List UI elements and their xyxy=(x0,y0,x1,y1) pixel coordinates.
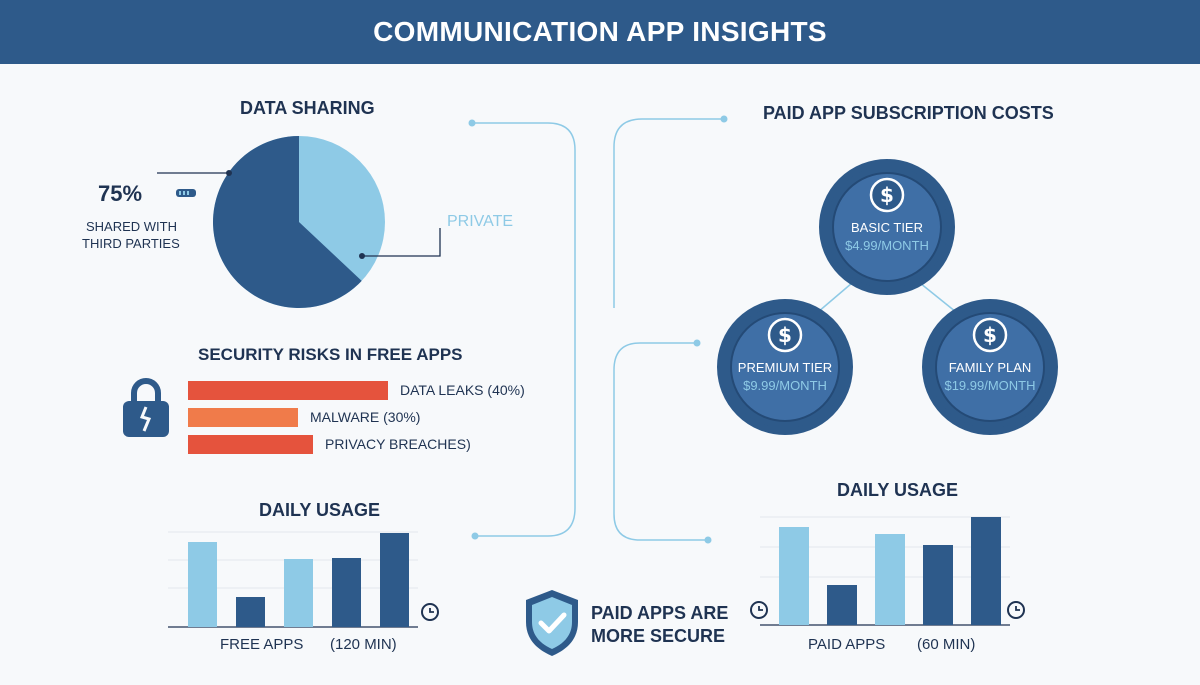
clock-icon xyxy=(421,603,439,621)
tier-circle: $ FAMILY PLAN $19.99/MONTH xyxy=(922,299,1058,435)
dollar-icon: $ xyxy=(767,317,803,353)
shared-percent: 75% xyxy=(98,181,143,206)
shield-check-icon xyxy=(526,590,578,656)
paid-usage-caption-right: (60 MIN) xyxy=(917,636,976,653)
risk-bar xyxy=(188,408,298,427)
paid-usage-heading: DAILY USAGE xyxy=(837,480,959,500)
tier-name: BASIC TIER xyxy=(850,220,923,235)
data-sharing-heading: DATA SHARING xyxy=(240,98,375,118)
free-usage-bar xyxy=(380,533,409,627)
tier-name: FAMILY PLAN xyxy=(948,360,1032,375)
paid-usage-bar xyxy=(971,517,1001,625)
header-bar: COMMUNICATION APP INSIGHTS xyxy=(0,0,1200,64)
paid-usage-bar xyxy=(923,545,953,625)
paid-usage-bar xyxy=(827,585,857,625)
tier-price: $4.99/MONTH xyxy=(845,238,929,253)
connector-left xyxy=(472,122,576,537)
risk-label: MALWARE (30%) xyxy=(310,409,421,425)
free-usage-bar xyxy=(236,597,265,627)
risk-bar xyxy=(188,381,388,400)
paid-usage-bar xyxy=(875,534,905,625)
connector-key-icon xyxy=(176,189,196,197)
free-usage-caption-left: FREE APPS xyxy=(220,636,304,653)
broken-lock-icon xyxy=(123,378,169,437)
secure-note-line2: MORE SECURE xyxy=(591,626,726,646)
paid-usage-bar xyxy=(779,527,809,625)
free-usage-caption-right: (120 MIN) xyxy=(330,636,397,653)
paid-usage-chart xyxy=(750,516,1025,626)
connector-right-top xyxy=(613,118,724,308)
secure-note-line1: PAID APPS ARE xyxy=(591,603,729,623)
subscriptions-heading: PAID APP SUBSCRIPTION COSTS xyxy=(763,103,1054,123)
clock-icon xyxy=(1007,601,1025,619)
shared-label-line2: THIRD PARTIES xyxy=(82,236,180,251)
free-usage-bar xyxy=(284,559,313,627)
shared-label-line1: SHARED WITH xyxy=(86,219,177,234)
connector-right-bottom xyxy=(613,342,708,541)
free-usage-chart xyxy=(168,531,439,628)
paid-usage-caption-left: PAID APPS xyxy=(808,636,886,653)
page-title: COMMUNICATION APP INSIGHTS xyxy=(373,16,827,47)
data-sharing-pie xyxy=(213,136,385,308)
risk-label: PRIVACY BREACHES) xyxy=(325,436,471,452)
dollar-icon: $ xyxy=(972,317,1008,353)
pie-slice-shared xyxy=(213,136,362,308)
tier-price: $19.99/MONTH xyxy=(944,378,1036,393)
tier-price: $9.99/MONTH xyxy=(743,378,827,393)
svg-text:$: $ xyxy=(983,323,997,347)
svg-text:$: $ xyxy=(778,323,792,347)
dollar-icon: $ xyxy=(869,177,905,213)
free-usage-heading: DAILY USAGE xyxy=(259,500,381,520)
clock-icon xyxy=(750,601,768,619)
risk-bar xyxy=(188,435,313,454)
free-usage-bar xyxy=(332,558,361,627)
svg-text:$: $ xyxy=(880,183,894,207)
security-heading: SECURITY RISKS IN FREE APPS xyxy=(198,345,463,364)
tier-circle: $ BASIC TIER $4.99/MONTH xyxy=(819,159,955,295)
tier-name: PREMIUM TIER xyxy=(737,360,833,375)
tier-circle: $ PREMIUM TIER $9.99/MONTH xyxy=(717,299,853,435)
free-usage-bar xyxy=(188,542,217,627)
private-label: PRIVATE xyxy=(447,213,514,230)
risk-label: DATA LEAKS (40%) xyxy=(400,382,525,398)
